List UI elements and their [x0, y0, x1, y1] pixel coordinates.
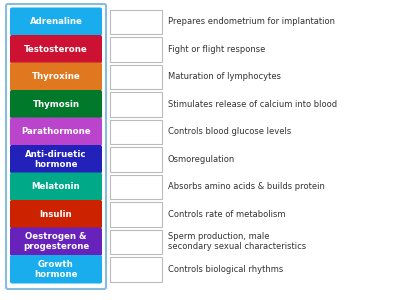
- Bar: [110, 92, 162, 116]
- FancyBboxPatch shape: [10, 200, 102, 229]
- Bar: [110, 37, 162, 62]
- Text: Controls biological rhythms: Controls biological rhythms: [168, 265, 283, 274]
- Text: Controls blood glucose levels: Controls blood glucose levels: [168, 127, 291, 136]
- Bar: [110, 175, 162, 199]
- FancyBboxPatch shape: [10, 118, 102, 146]
- FancyBboxPatch shape: [10, 90, 102, 118]
- Text: Thyroxine: Thyroxine: [32, 72, 80, 81]
- Text: Parathormone: Parathormone: [21, 127, 91, 136]
- Text: Maturation of lymphocytes: Maturation of lymphocytes: [168, 72, 281, 81]
- Text: Anti-diruetic
hormone: Anti-diruetic hormone: [25, 150, 87, 169]
- FancyBboxPatch shape: [10, 172, 102, 201]
- Bar: [110, 230, 162, 254]
- Text: Thymosin: Thymosin: [32, 100, 80, 109]
- Text: Insulin: Insulin: [40, 210, 72, 219]
- FancyBboxPatch shape: [10, 35, 102, 64]
- Text: Osmoregulation: Osmoregulation: [168, 155, 235, 164]
- FancyBboxPatch shape: [10, 255, 102, 284]
- Text: Controls rate of metabolism: Controls rate of metabolism: [168, 210, 286, 219]
- Bar: [110, 202, 162, 226]
- Text: Sperm production, male
secondary sexual characteristics: Sperm production, male secondary sexual …: [168, 232, 306, 251]
- FancyBboxPatch shape: [10, 8, 102, 36]
- Bar: [110, 64, 162, 89]
- Bar: [110, 147, 162, 172]
- Bar: [110, 119, 162, 144]
- Text: Growth
hormone: Growth hormone: [34, 260, 78, 279]
- Bar: [110, 10, 162, 34]
- Text: Absorbs amino acids & builds protein: Absorbs amino acids & builds protein: [168, 182, 325, 191]
- FancyBboxPatch shape: [10, 145, 102, 173]
- FancyBboxPatch shape: [10, 62, 102, 91]
- Bar: [110, 257, 162, 281]
- Text: Fight or flight response: Fight or flight response: [168, 45, 265, 54]
- Text: Stimulates release of calcium into blood: Stimulates release of calcium into blood: [168, 100, 337, 109]
- Text: Testosterone: Testosterone: [24, 45, 88, 54]
- Text: Melatonin: Melatonin: [32, 182, 80, 191]
- Text: Oestrogen &
progesterone: Oestrogen & progesterone: [23, 232, 89, 251]
- FancyBboxPatch shape: [10, 227, 102, 256]
- Text: Prepares endometrium for implantation: Prepares endometrium for implantation: [168, 17, 335, 26]
- Text: Adrenaline: Adrenaline: [30, 17, 82, 26]
